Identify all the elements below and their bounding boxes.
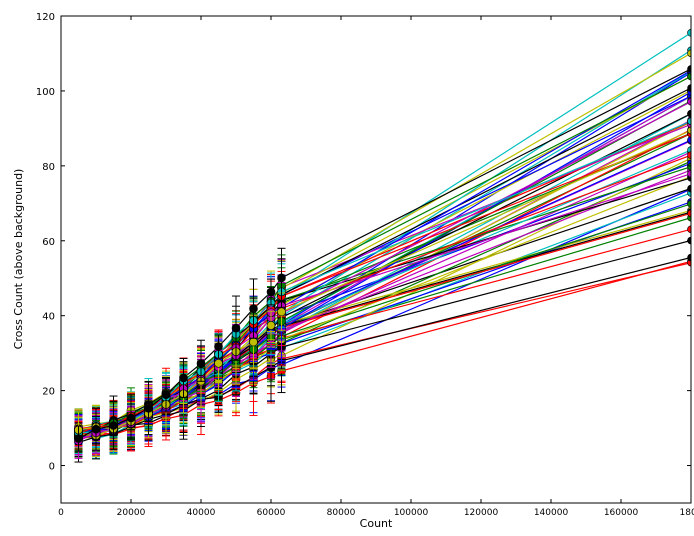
data-point — [278, 308, 286, 316]
data-point — [215, 359, 223, 367]
x-tick-label: 20000 — [117, 508, 146, 518]
x-tick-label: 40000 — [187, 508, 216, 518]
x-tick-label: 160000 — [604, 508, 639, 518]
x-tick-label: 120000 — [464, 508, 499, 518]
x-tick-label: 60000 — [257, 508, 286, 518]
data-point — [267, 288, 275, 296]
x-axis-label: Count — [360, 517, 393, 530]
x-tick-label: 0 — [58, 508, 64, 518]
data-point — [267, 321, 275, 329]
data-point — [278, 274, 286, 282]
y-tick-label: 40 — [42, 312, 55, 323]
data-point — [92, 425, 100, 433]
data-point — [127, 414, 135, 422]
data-point — [215, 343, 223, 351]
y-tick-label: 100 — [36, 87, 55, 98]
data-point — [250, 305, 258, 313]
y-axis-label: Cross Count (above background) — [12, 169, 25, 350]
data-point — [75, 435, 83, 443]
x-tick-label: 100000 — [394, 508, 429, 518]
data-point — [162, 391, 170, 399]
y-tick-label: 60 — [42, 237, 55, 248]
data-point — [110, 422, 118, 430]
data-point — [250, 338, 258, 346]
data-point — [180, 374, 188, 382]
y-tick-label: 80 — [42, 162, 55, 173]
x-tick-label: 140000 — [534, 508, 569, 518]
x-tick-label: 80000 — [327, 508, 356, 518]
data-point — [232, 324, 240, 332]
data-point — [145, 404, 153, 412]
y-tick-label: 0 — [49, 462, 55, 473]
y-tick-label: 120 — [36, 12, 55, 23]
y-tick-label: 20 — [42, 387, 55, 398]
data-point — [197, 360, 205, 368]
